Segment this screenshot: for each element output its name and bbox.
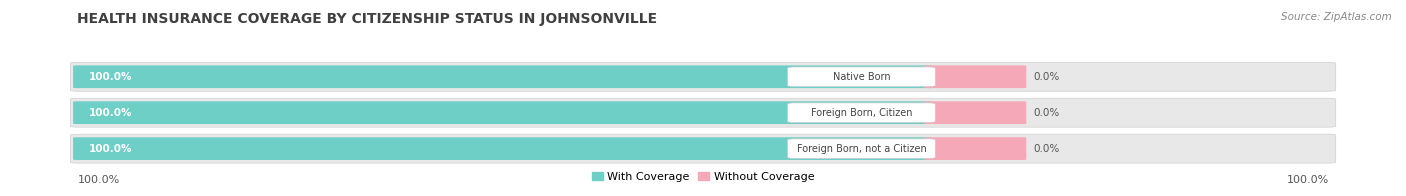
Text: 100.0%: 100.0% [89,108,132,118]
Text: Native Born: Native Born [834,72,891,82]
FancyBboxPatch shape [73,65,932,88]
Text: HEALTH INSURANCE COVERAGE BY CITIZENSHIP STATUS IN JOHNSONVILLE: HEALTH INSURANCE COVERAGE BY CITIZENSHIP… [77,12,658,26]
Text: Foreign Born, not a Citizen: Foreign Born, not a Citizen [797,144,927,154]
Text: 100.0%: 100.0% [89,72,132,82]
Text: 0.0%: 0.0% [1033,144,1060,154]
FancyBboxPatch shape [924,101,1026,124]
FancyBboxPatch shape [787,67,935,87]
FancyBboxPatch shape [70,62,1336,91]
FancyBboxPatch shape [787,139,935,158]
FancyBboxPatch shape [924,65,1026,88]
FancyBboxPatch shape [73,101,932,124]
FancyBboxPatch shape [70,134,1336,163]
FancyBboxPatch shape [924,137,1026,160]
Text: 100.0%: 100.0% [1286,175,1329,185]
Text: 0.0%: 0.0% [1033,72,1060,82]
Text: Source: ZipAtlas.com: Source: ZipAtlas.com [1281,12,1392,22]
FancyBboxPatch shape [787,103,935,122]
Text: 100.0%: 100.0% [89,144,132,154]
FancyBboxPatch shape [73,137,932,160]
Text: 0.0%: 0.0% [1033,108,1060,118]
FancyBboxPatch shape [70,98,1336,127]
Text: Foreign Born, Citizen: Foreign Born, Citizen [811,108,912,118]
Legend: With Coverage, Without Coverage: With Coverage, Without Coverage [588,168,818,187]
Text: 100.0%: 100.0% [77,175,120,185]
